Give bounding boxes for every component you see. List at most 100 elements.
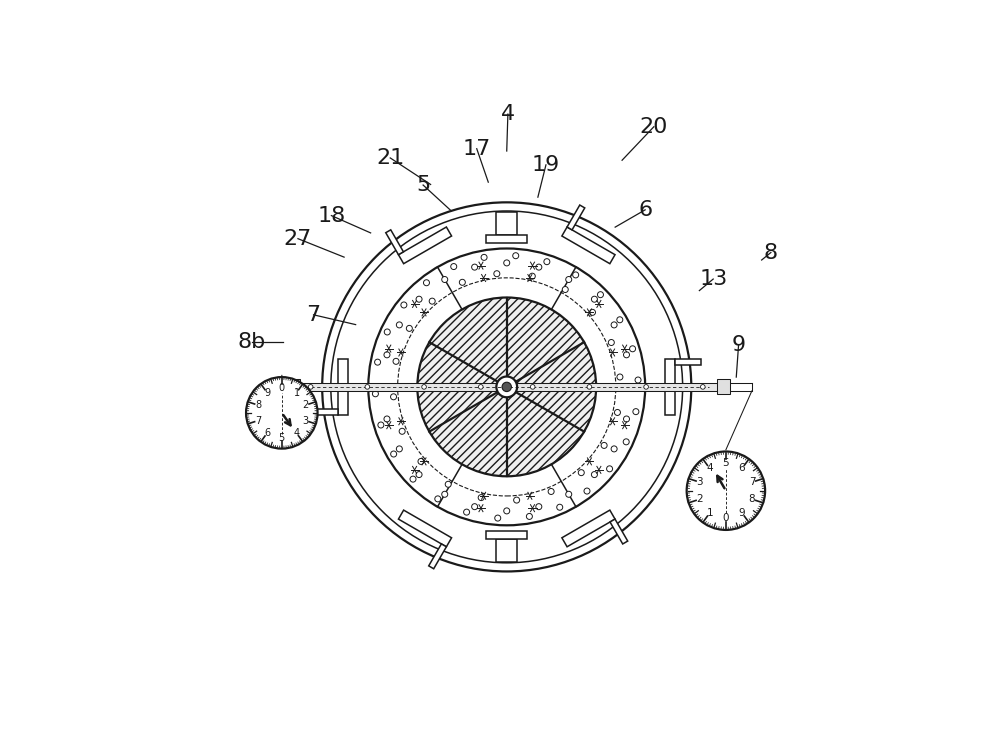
Polygon shape	[496, 539, 517, 562]
Circle shape	[630, 346, 636, 352]
Circle shape	[623, 439, 629, 445]
Circle shape	[591, 472, 597, 478]
Text: 0: 0	[723, 513, 729, 523]
Circle shape	[308, 384, 313, 389]
Circle shape	[644, 384, 648, 389]
Text: 17: 17	[463, 139, 491, 159]
Circle shape	[472, 264, 478, 270]
Text: 2: 2	[302, 400, 309, 410]
Bar	[717, 380, 730, 395]
Bar	[289, 380, 300, 395]
Text: 19: 19	[532, 155, 560, 175]
Text: 13: 13	[699, 269, 727, 289]
Circle shape	[548, 488, 554, 494]
Circle shape	[384, 352, 390, 358]
Polygon shape	[567, 205, 585, 230]
Text: 21: 21	[376, 148, 404, 168]
Circle shape	[601, 443, 607, 449]
Text: 1: 1	[293, 387, 300, 398]
Circle shape	[624, 416, 630, 422]
Circle shape	[375, 360, 381, 366]
Circle shape	[365, 384, 370, 389]
Circle shape	[633, 409, 639, 415]
Circle shape	[628, 384, 634, 390]
Polygon shape	[486, 531, 527, 539]
Circle shape	[587, 384, 592, 389]
Text: 18: 18	[317, 206, 346, 225]
Circle shape	[331, 211, 683, 562]
Circle shape	[396, 446, 402, 452]
Polygon shape	[675, 360, 701, 365]
Circle shape	[495, 515, 501, 521]
Circle shape	[562, 287, 568, 293]
Circle shape	[573, 272, 579, 278]
Text: 7: 7	[749, 477, 755, 487]
Text: 5: 5	[723, 458, 729, 468]
Circle shape	[399, 428, 405, 434]
Bar	[293, 383, 720, 391]
Circle shape	[435, 496, 441, 502]
Circle shape	[246, 377, 318, 449]
Text: 0: 0	[279, 383, 285, 392]
Circle shape	[617, 317, 623, 323]
Polygon shape	[398, 510, 452, 547]
Circle shape	[701, 384, 705, 389]
Circle shape	[464, 509, 470, 515]
Circle shape	[478, 384, 483, 389]
Circle shape	[406, 325, 412, 331]
Circle shape	[378, 422, 384, 428]
Circle shape	[494, 270, 500, 276]
Polygon shape	[398, 227, 452, 264]
Circle shape	[372, 391, 378, 397]
Circle shape	[584, 488, 590, 494]
Polygon shape	[610, 519, 628, 544]
Circle shape	[624, 352, 630, 358]
Circle shape	[384, 329, 390, 335]
Text: 5: 5	[279, 433, 285, 443]
Text: 3: 3	[303, 416, 309, 425]
Text: 7: 7	[306, 305, 321, 325]
Circle shape	[504, 260, 510, 266]
Circle shape	[578, 470, 584, 476]
Text: 7: 7	[255, 416, 261, 425]
Text: 2: 2	[696, 494, 703, 504]
Circle shape	[608, 339, 614, 345]
Circle shape	[614, 410, 620, 416]
Circle shape	[423, 279, 429, 285]
Text: 9: 9	[732, 335, 746, 355]
Circle shape	[442, 491, 448, 497]
Circle shape	[514, 497, 520, 503]
Circle shape	[687, 452, 765, 530]
Polygon shape	[386, 230, 403, 255]
Text: 8: 8	[764, 243, 778, 262]
Circle shape	[496, 377, 517, 397]
Polygon shape	[338, 360, 348, 415]
Circle shape	[635, 377, 641, 383]
Circle shape	[322, 202, 691, 571]
Text: 1: 1	[706, 508, 713, 518]
Text: 4: 4	[706, 464, 713, 473]
Circle shape	[481, 255, 487, 261]
Text: 6: 6	[638, 200, 652, 220]
Circle shape	[410, 476, 416, 482]
Circle shape	[589, 309, 595, 315]
Circle shape	[607, 466, 613, 472]
Circle shape	[422, 384, 426, 389]
Polygon shape	[313, 409, 338, 415]
Circle shape	[472, 503, 478, 509]
Circle shape	[416, 472, 422, 478]
Circle shape	[529, 273, 535, 279]
Circle shape	[393, 358, 399, 364]
Text: 8b: 8b	[238, 333, 266, 353]
Text: 4: 4	[501, 104, 515, 124]
Circle shape	[557, 504, 563, 510]
Circle shape	[391, 451, 397, 457]
Circle shape	[513, 252, 519, 258]
Circle shape	[478, 494, 484, 500]
Circle shape	[451, 264, 457, 270]
Circle shape	[504, 508, 510, 514]
Circle shape	[429, 298, 435, 304]
Circle shape	[536, 503, 542, 509]
Circle shape	[526, 513, 532, 519]
Circle shape	[530, 384, 535, 389]
